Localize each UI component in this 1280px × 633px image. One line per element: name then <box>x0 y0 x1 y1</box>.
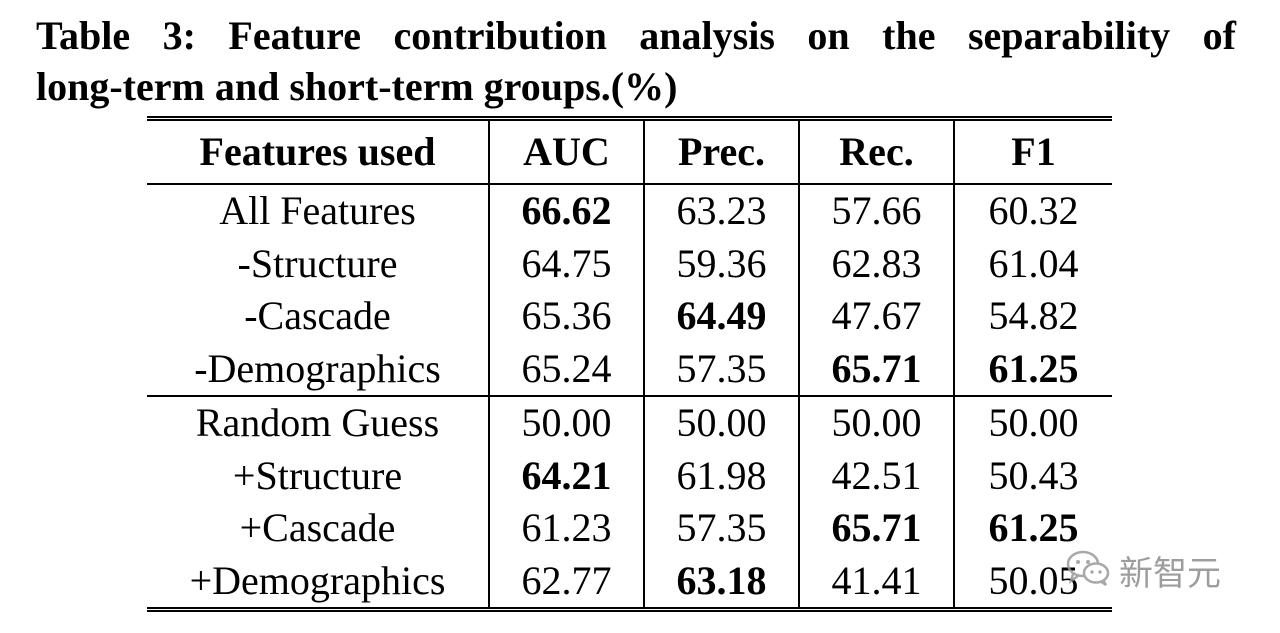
cell-auc: 65.24 <box>488 342 644 397</box>
cell-f1: 61.25 <box>953 342 1112 397</box>
table-row: +Cascade 61.23 57.35 65.71 61.25 <box>147 502 1112 555</box>
cell-feature-name: -Demographics <box>147 342 489 397</box>
cell-feature-name: -Structure <box>237 240 398 286</box>
header-prec: Prec. <box>643 118 799 185</box>
cell-f1: 61.04 <box>953 237 1112 290</box>
table-row: Random Guess 50.00 50.00 50.00 50.00 <box>147 396 1112 450</box>
cell-prec: 59.36 <box>643 237 799 290</box>
cell-rec: 50.00 <box>798 396 954 450</box>
table-row: -Structure 64.75 59.36 62.83 61.04 <box>147 237 1112 290</box>
cell-f1: 50.05 <box>953 554 1112 610</box>
cell-auc: 50.00 <box>488 396 644 450</box>
cell-feature-name: All Features <box>219 188 416 234</box>
cell-rec: 41.41 <box>798 554 954 610</box>
cell-feature-name: +Cascade <box>239 505 396 551</box>
cell-auc: 61.23 <box>488 502 644 555</box>
results-table-wrapper: Features used AUC Prec. Rec. F1 All Feat… <box>147 116 1112 612</box>
header-f1: F1 <box>953 118 1112 185</box>
table-row: +Demographics 62.77 63.18 41.41 50.05 <box>147 554 1112 610</box>
table-row: -Demographics 65.24 57.35 65.71 61.25 <box>147 342 1112 397</box>
cell-prec: 57.35 <box>643 502 799 555</box>
cell-prec: 57.35 <box>643 342 799 397</box>
cell-f1: 50.43 <box>953 449 1112 502</box>
header-features-used: Features used <box>147 118 489 185</box>
cell-prec: 63.18 <box>643 554 799 610</box>
table-caption: Table 3: Feature contribution analysis o… <box>36 10 1236 112</box>
cell-prec: 64.49 <box>643 290 799 343</box>
cell-prec: 50.00 <box>643 396 799 450</box>
cell-rec: 57.66 <box>798 184 954 238</box>
cell-feature-name: +Demographics <box>189 557 446 603</box>
caption-line-2: long-term and short-term groups.(%) <box>36 64 678 109</box>
cell-f1: 61.25 <box>953 502 1112 555</box>
header-rec: Rec. <box>798 118 954 185</box>
table-row: -Cascade 65.36 64.49 47.67 54.82 <box>147 290 1112 343</box>
cell-f1: 60.32 <box>953 184 1112 238</box>
cell-f1: 54.82 <box>953 290 1112 343</box>
header-auc: AUC <box>488 118 644 185</box>
table-row: +Structure 64.21 61.98 42.51 50.43 <box>147 449 1112 502</box>
cell-auc: 64.21 <box>488 449 644 502</box>
cell-auc: 62.77 <box>488 554 644 610</box>
cell-auc: 64.75 <box>488 237 644 290</box>
cell-rec: 62.83 <box>798 237 954 290</box>
cell-feature-name: +Structure <box>232 452 403 498</box>
cell-rec: 65.71 <box>798 502 954 555</box>
table-header-row: Features used AUC Prec. Rec. F1 <box>147 118 1112 185</box>
cell-f1: 50.00 <box>953 396 1112 450</box>
cell-prec: 61.98 <box>643 449 799 502</box>
cell-auc: 66.62 <box>488 184 644 238</box>
cell-auc: 65.36 <box>488 290 644 343</box>
cell-prec: 63.23 <box>643 184 799 238</box>
table-row: All Features 66.62 63.23 57.66 60.32 <box>147 184 1112 238</box>
watermark-text: 新智元 <box>1119 553 1221 594</box>
results-table: Features used AUC Prec. Rec. F1 All Feat… <box>147 116 1112 612</box>
cell-feature-name: Random Guess <box>195 400 440 446</box>
cell-rec: 47.67 <box>798 290 954 343</box>
cell-rec: 42.51 <box>798 449 954 502</box>
caption-line-1: Table 3: Feature contribution analysis o… <box>36 13 1236 58</box>
table-body: All Features 66.62 63.23 57.66 60.32 -Structu… <box>147 184 1112 610</box>
cell-rec: 65.71 <box>798 342 954 397</box>
cell-feature-name: -Cascade <box>244 293 391 339</box>
